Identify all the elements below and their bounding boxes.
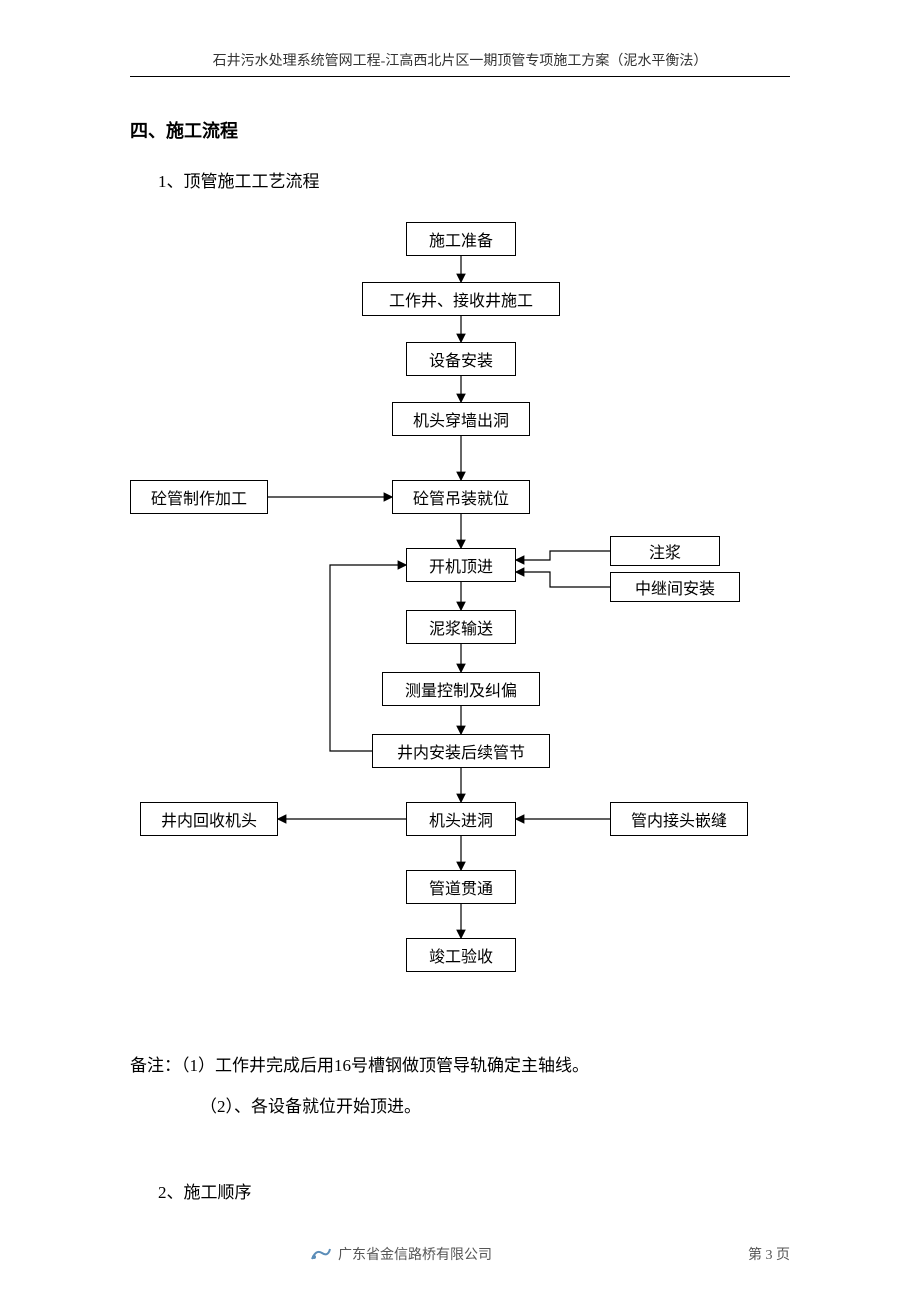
section-title: 四、施工流程 (130, 117, 790, 143)
flowchart-node: 砼管吊装就位 (392, 480, 530, 514)
flowchart-node: 泥浆输送 (406, 610, 516, 644)
footer-company: 广东省金信路桥有限公司 (338, 1244, 492, 1264)
flowchart-node: 砼管制作加工 (130, 480, 268, 514)
footer-left: 广东省金信路桥有限公司 (310, 1244, 492, 1264)
flowchart-edge (516, 572, 610, 587)
flowchart-node: 井内回收机头 (140, 802, 278, 836)
flowchart-edge (516, 551, 610, 560)
flowchart-node: 竣工验收 (406, 938, 516, 972)
note-line-1: 备注：（1）工作井完成后用16号槽钢做顶管导轨确定主轴线。 (130, 1046, 790, 1087)
flowchart-node: 井内安装后续管节 (372, 734, 550, 768)
document-page: 石井污水处理系统管网工程-江高西北片区一期顶管专项施工方案（泥水平衡法） 四、施… (0, 0, 920, 1302)
notes-block: 备注：（1）工作井完成后用16号槽钢做顶管导轨确定主轴线。 （2）、各设备就位开… (130, 1046, 790, 1128)
flowchart-node: 工作井、接收井施工 (362, 282, 560, 316)
note-line-2: （2）、各设备就位开始顶进。 (130, 1087, 790, 1128)
flowchart-node: 开机顶进 (406, 548, 516, 582)
flowchart-node: 中继间安装 (610, 572, 740, 602)
flowchart-node: 机头进洞 (406, 802, 516, 836)
footer-page-number: 第 3 页 (748, 1244, 790, 1264)
flowchart-node: 机头穿墙出洞 (392, 402, 530, 436)
flowchart-node: 管道贯通 (406, 870, 516, 904)
flowchart-node: 设备安装 (406, 342, 516, 376)
sub-title: 1、顶管施工工艺流程 (158, 167, 790, 192)
page-header: 石井污水处理系统管网工程-江高西北片区一期顶管专项施工方案（泥水平衡法） (130, 50, 790, 77)
flowchart-node: 测量控制及纠偏 (382, 672, 540, 706)
flowchart-node: 施工准备 (406, 222, 516, 256)
company-logo-icon (310, 1245, 332, 1263)
flowchart-node: 管内接头嵌缝 (610, 802, 748, 836)
flowchart-edge (330, 565, 406, 751)
sequence-title: 2、施工顺序 (158, 1178, 790, 1203)
page-footer: 广东省金信路桥有限公司 第 3 页 (130, 1244, 790, 1264)
flowchart-node: 注浆 (610, 536, 720, 566)
flowchart: 施工准备工作井、接收井施工设备安装机头穿墙出洞砼管吊装就位 砼管制作加工开机顶进 注… (130, 222, 790, 1032)
